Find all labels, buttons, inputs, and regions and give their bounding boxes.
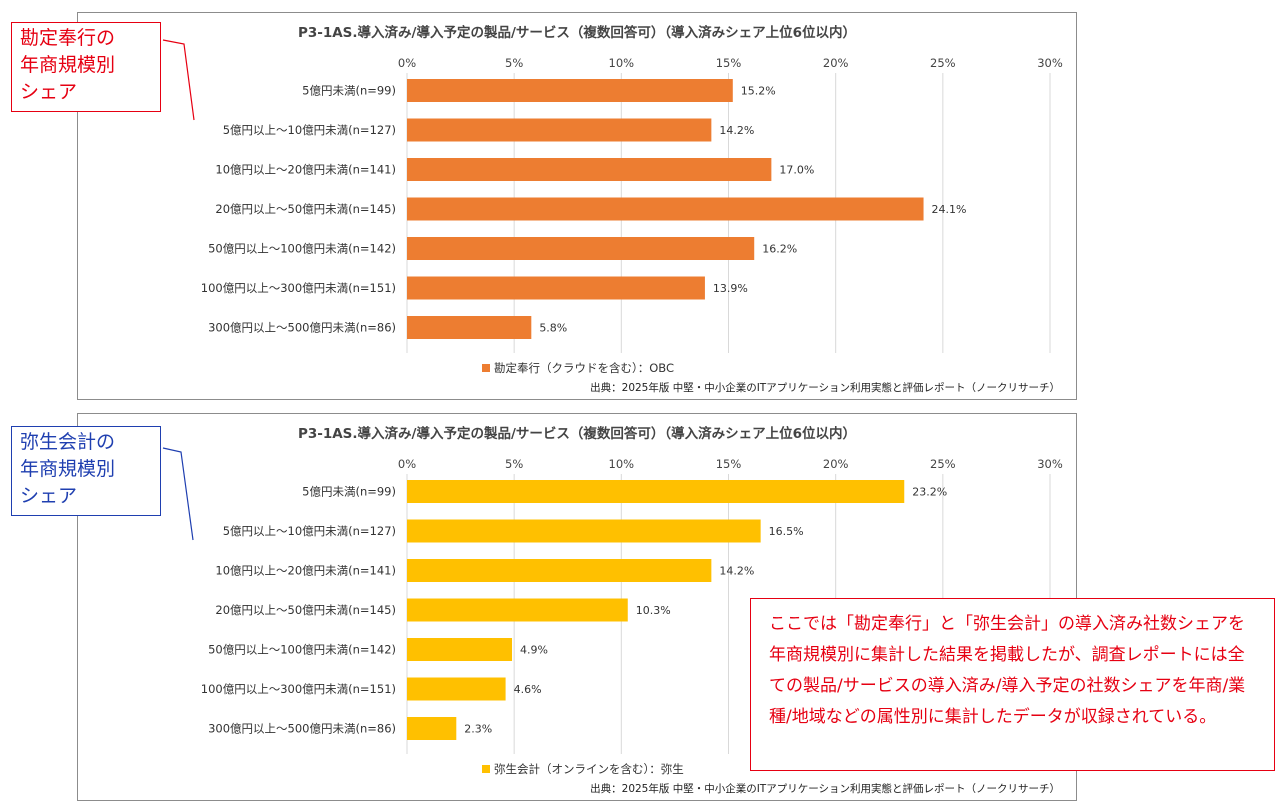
okan-data-label: 14.2%	[719, 124, 754, 137]
yayoi-data-label: 4.6%	[514, 683, 542, 696]
yayoi-category-label: 300億円以上～500億円未満(n=86)	[208, 722, 396, 736]
summary-note: ここでは「勘定奉行」と「弥生会計」の導入済み社数シェアを年商規模別に集計した結果…	[750, 598, 1275, 771]
okan-data-label: 17.0%	[779, 164, 814, 177]
okan-x-tick-label: 20%	[823, 56, 849, 70]
yayoi-category-label: 20億円以上～50億円未満(n=145)	[215, 603, 396, 617]
yayoi-data-label: 14.2%	[719, 565, 754, 578]
yayoi-category-label: 5億円以上～10億円未満(n=127)	[223, 524, 396, 538]
okan-chart-title: P3-1AS.導入済み/導入予定の製品/サービス（複数回答可）（導入済みシェア上…	[298, 24, 856, 41]
yayoi-bar	[407, 519, 761, 543]
okan-x-tick-label: 30%	[1037, 56, 1063, 70]
okan-legend-label: 勘定奉行（クラウドを含む）：OBC	[494, 361, 674, 375]
yayoi-chart-title: P3-1AS.導入済み/導入予定の製品/サービス（複数回答可）（導入済みシェア上…	[298, 425, 856, 442]
okan-category-label: 20億円以上～50億円未満(n=145)	[215, 202, 396, 216]
yayoi-category-label: 10億円以上～20億円未満(n=141)	[215, 564, 396, 578]
okan-data-label: 13.9%	[713, 282, 748, 295]
okan-category-label: 10億円以上～20億円未満(n=141)	[215, 163, 396, 177]
yayoi-data-label: 23.2%	[912, 486, 947, 499]
yayoi-category-label: 100億円以上～300億円未満(n=151)	[201, 682, 396, 696]
yayoi-category-label: 5億円未満(n=99)	[302, 485, 396, 499]
okan-x-tick-label: 0%	[398, 56, 416, 70]
okan-x-tick-label: 5%	[505, 56, 523, 70]
callout-okan-bugyo: 勘定奉行の 年商規模別 シェア	[11, 22, 161, 112]
yayoi-x-tick-label: 10%	[609, 457, 635, 471]
okan-bar	[407, 197, 924, 221]
okan-x-tick-label: 10%	[609, 56, 635, 70]
yayoi-legend-label: 弥生会計（オンラインを含む）：弥生	[494, 762, 684, 776]
okan-x-tick-label: 15%	[716, 56, 742, 70]
yayoi-data-label: 4.9%	[520, 644, 548, 657]
yayoi-x-tick-label: 30%	[1037, 457, 1063, 471]
yayoi-category-label: 50億円以上～100億円未満(n=142)	[208, 643, 396, 657]
bar-chart-yayoi: P3-1AS.導入済み/導入予定の製品/サービス（複数回答可）（導入済みシェア上…	[201, 425, 1063, 795]
yayoi-x-tick-label: 25%	[930, 457, 956, 471]
okan-bar	[407, 316, 532, 339]
yayoi-bar	[407, 598, 628, 622]
yayoi-x-tick-label: 0%	[398, 457, 416, 471]
okan-x-tick-label: 25%	[930, 56, 956, 70]
okan-category-label: 5億円以上～10億円未満(n=127)	[223, 123, 396, 137]
yayoi-legend-swatch	[482, 765, 490, 773]
yayoi-bar	[407, 638, 513, 661]
okan-data-label: 5.8%	[539, 322, 567, 335]
okan-category-label: 50億円以上～100億円未満(n=142)	[208, 242, 396, 256]
chart-panel-okan-bugyo: P3-1AS.導入済み/導入予定の製品/サービス（複数回答可）（導入済みシェア上…	[77, 12, 1077, 400]
okan-data-label: 16.2%	[762, 243, 797, 256]
callout-yayoi: 弥生会計の 年商規模別 シェア	[11, 426, 161, 516]
yayoi-x-tick-label: 5%	[505, 457, 523, 471]
yayoi-bar	[407, 559, 712, 582]
yayoi-data-label: 16.5%	[769, 525, 804, 538]
okan-source-note: 出典：2025年版 中堅・中小企業のITアプリケーション利用実態と評価レポート（…	[590, 381, 1060, 394]
yayoi-bar	[407, 677, 506, 701]
okan-data-label: 15.2%	[741, 85, 776, 98]
yayoi-bar	[407, 717, 457, 740]
bar-chart-okan-bugyo: P3-1AS.導入済み/導入予定の製品/サービス（複数回答可）（導入済みシェア上…	[201, 24, 1063, 394]
okan-legend-swatch	[482, 364, 490, 372]
okan-bar	[407, 276, 705, 300]
okan-bar	[407, 118, 712, 142]
okan-category-label: 300億円以上～500億円未満(n=86)	[208, 321, 396, 335]
yayoi-data-label: 2.3%	[464, 723, 492, 736]
okan-bar	[407, 158, 772, 181]
yayoi-x-tick-label: 15%	[716, 457, 742, 471]
okan-category-label: 100億円以上～300億円未満(n=151)	[201, 281, 396, 295]
yayoi-x-tick-label: 20%	[823, 457, 849, 471]
yayoi-bar	[407, 480, 905, 503]
okan-category-label: 5億円未満(n=99)	[302, 84, 396, 98]
yayoi-data-label: 10.3%	[636, 604, 671, 617]
yayoi-source-note: 出典：2025年版 中堅・中小企業のITアプリケーション利用実態と評価レポート（…	[590, 782, 1060, 795]
okan-bar	[407, 79, 733, 102]
okan-data-label: 24.1%	[932, 203, 967, 216]
okan-bar	[407, 237, 755, 260]
